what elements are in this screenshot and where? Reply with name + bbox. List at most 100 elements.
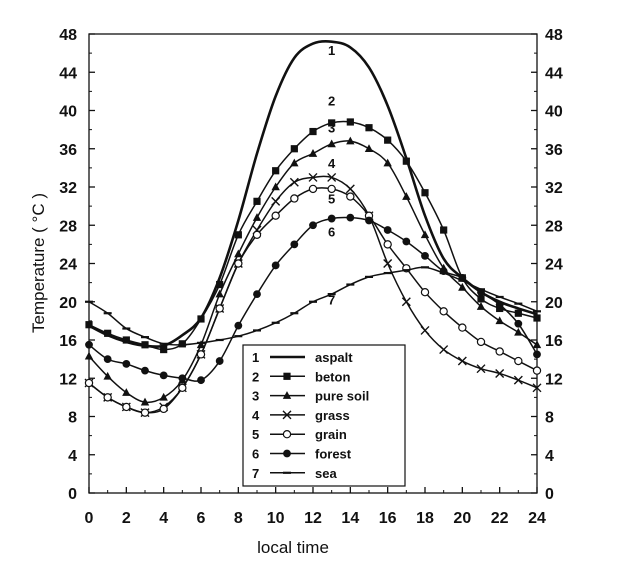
beton-point xyxy=(440,226,448,234)
legend: 1 aspalt 2 beton 3 pure soil 4 grass 5 grain 6 fore… xyxy=(242,344,406,487)
series-layer xyxy=(84,39,542,418)
grass-point xyxy=(308,172,318,182)
grain-point xyxy=(290,194,299,203)
legend-label-sea: sea xyxy=(315,466,337,481)
beton-point xyxy=(365,124,373,132)
y-tick-label-left: 44 xyxy=(59,65,77,82)
x-tick-label: 0 xyxy=(85,510,94,527)
legend-number-sea: 7 xyxy=(252,466,259,481)
beton-point xyxy=(197,315,205,323)
grain-point xyxy=(159,404,168,414)
pure-soil-point xyxy=(271,182,280,191)
y-tick-label-left: 0 xyxy=(68,486,77,503)
forest-point xyxy=(253,290,261,298)
x-tick-label: 2 xyxy=(122,510,131,527)
forest-point xyxy=(141,366,149,375)
y-tick-label-left: 24 xyxy=(59,257,77,274)
forest-point xyxy=(346,213,355,222)
y-tick-label-right: 28 xyxy=(545,218,563,235)
forest-point xyxy=(383,226,392,234)
beton-point xyxy=(514,309,522,317)
grain-point xyxy=(122,402,131,412)
y-tick-label-right: 44 xyxy=(545,65,563,82)
forest-point xyxy=(178,374,187,383)
forest-point xyxy=(533,350,541,359)
legend-number-aspalt: 1 xyxy=(252,350,259,365)
curve-label: 7 xyxy=(328,293,335,308)
y-axis-title: Temperature ( °C ) xyxy=(29,193,48,333)
pure-soil-point xyxy=(84,351,94,360)
legend-grain-point xyxy=(282,430,292,439)
grain-point xyxy=(420,287,430,297)
pure-soil-point xyxy=(122,388,131,396)
legend-label-grass: grass xyxy=(315,408,350,423)
forest-point xyxy=(365,216,373,225)
y-tick-label-left: 40 xyxy=(59,104,77,121)
x-axis: 0 2 4 6 8 10 12 14 16 18 20 22 24 xyxy=(85,487,546,527)
grass-point xyxy=(513,375,523,385)
x-tick-label: 4 xyxy=(159,510,168,527)
series-sea xyxy=(85,266,541,346)
pure-soil-point xyxy=(234,249,243,258)
curve-label: 4 xyxy=(328,156,336,171)
pure-soil-point xyxy=(308,149,318,157)
beton-point xyxy=(253,197,261,205)
beton-point xyxy=(160,345,168,354)
legend-grass-point xyxy=(282,410,292,420)
grass-point xyxy=(476,364,486,374)
y-tick-label-left: 48 xyxy=(59,27,77,44)
beton-point xyxy=(272,167,280,175)
forest-point xyxy=(271,261,280,270)
beton-point xyxy=(309,127,317,136)
series-forest xyxy=(85,213,541,385)
grass-point xyxy=(345,184,355,194)
y-tick-label-right: 12 xyxy=(545,371,563,388)
y-tick-label-right: 40 xyxy=(545,104,563,121)
forest-point xyxy=(85,340,93,349)
legend-number-beton: 2 xyxy=(252,369,259,384)
beton-point xyxy=(141,341,149,349)
grass-point xyxy=(401,297,411,307)
beton-point xyxy=(216,280,224,289)
pure-soil-point xyxy=(420,230,430,239)
beton-point xyxy=(104,329,112,337)
x-tick-label: 18 xyxy=(416,510,434,527)
curve-label: 2 xyxy=(328,94,335,109)
grain-point xyxy=(103,393,112,402)
beton-point xyxy=(384,136,392,144)
x-tick-label: 12 xyxy=(304,510,322,527)
curve-label: 6 xyxy=(328,225,335,240)
curve-label: 5 xyxy=(328,191,335,206)
x-tick-label: 16 xyxy=(379,510,397,527)
forest-point xyxy=(159,371,168,380)
grass-point xyxy=(495,368,505,378)
beton-point xyxy=(290,145,298,153)
grain-point xyxy=(196,350,206,359)
beton-point xyxy=(122,336,130,344)
y-tick-label-left: 12 xyxy=(59,371,77,388)
y-tick-label-right: 0 xyxy=(545,486,554,503)
forest-point xyxy=(514,319,523,328)
pure-soil-point xyxy=(215,289,224,298)
y-tick-label-right: 32 xyxy=(545,180,563,197)
legend-number-grass: 4 xyxy=(252,408,260,423)
legend-number-pure-soil: 3 xyxy=(252,389,259,404)
forest-point xyxy=(197,376,205,385)
pure-soil-point xyxy=(103,371,112,380)
y-tick-label-left: 36 xyxy=(59,142,77,159)
x-axis-title: local time xyxy=(257,538,329,557)
legend-label-forest: forest xyxy=(315,447,352,462)
forest-point xyxy=(290,240,299,249)
pure-soil-point xyxy=(140,397,150,406)
pure-soil-point xyxy=(402,192,411,200)
grain-point xyxy=(532,366,542,375)
legend-label-grain: grain xyxy=(315,427,347,442)
x-tick-label: 8 xyxy=(234,510,243,527)
grass-point xyxy=(271,196,281,206)
pure-soil-point xyxy=(327,139,336,148)
grass-point xyxy=(439,345,449,355)
beton-point xyxy=(402,157,410,165)
